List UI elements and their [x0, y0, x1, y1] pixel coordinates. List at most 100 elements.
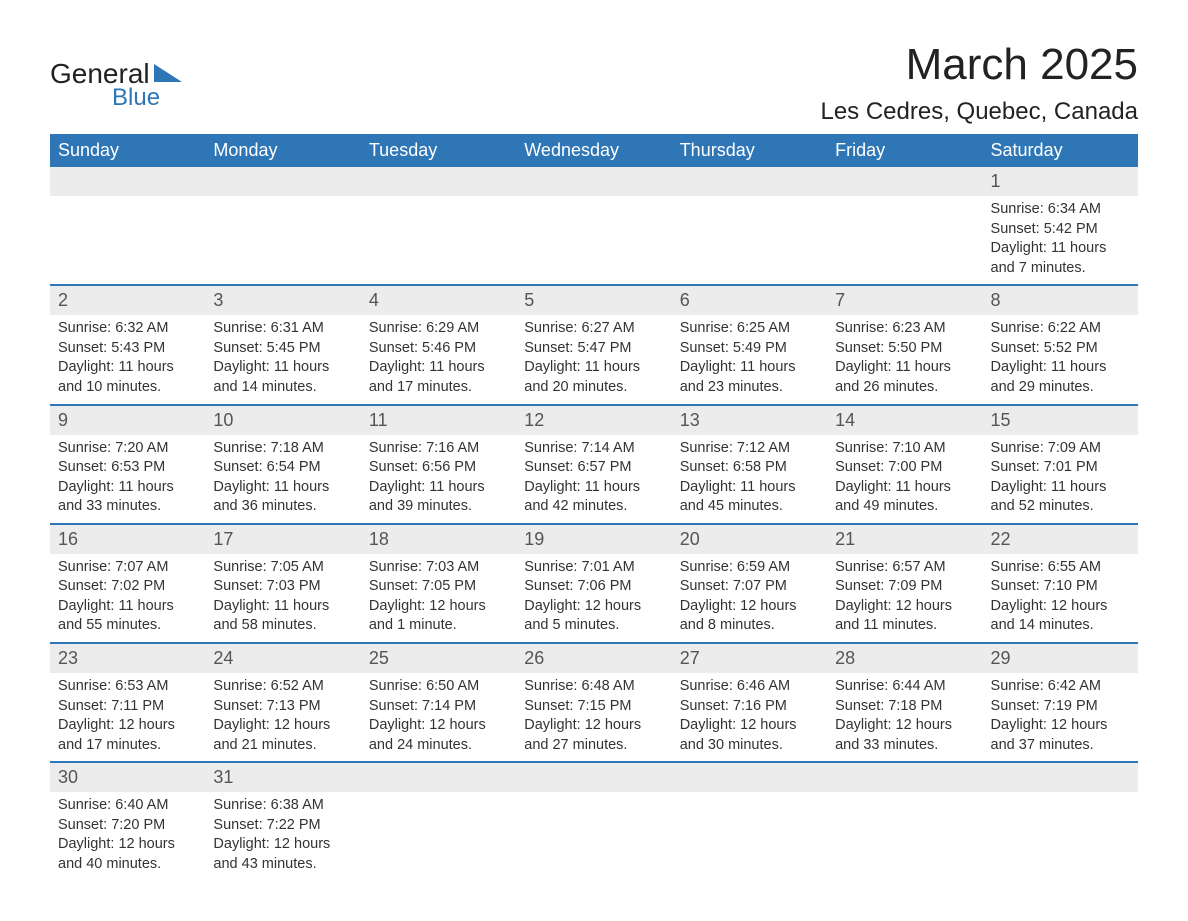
day-dl2: and 11 minutes. — [835, 616, 974, 636]
calendar-day-content-cell — [516, 792, 671, 880]
calendar-day-number-cell: 28 — [827, 643, 982, 673]
day-dl1: Daylight: 12 hours — [58, 835, 197, 855]
day-dl1: Daylight: 12 hours — [835, 716, 974, 736]
day-detail: Sunrise: 6:46 AMSunset: 7:16 PMDaylight:… — [672, 673, 827, 761]
day-sunset: Sunset: 6:53 PM — [58, 458, 197, 478]
week-content-row: Sunrise: 6:32 AMSunset: 5:43 PMDaylight:… — [50, 315, 1138, 404]
day-dl1: Daylight: 11 hours — [58, 358, 197, 378]
day-dl2: and 17 minutes. — [369, 378, 508, 398]
day-sunrise: Sunrise: 6:32 AM — [58, 319, 197, 339]
day-dl2: and 45 minutes. — [680, 497, 819, 517]
day-dl2: and 14 minutes. — [991, 616, 1130, 636]
day-header-wednesday: Wednesday — [516, 134, 671, 167]
calendar-day-number-cell: 26 — [516, 643, 671, 673]
day-sunset: Sunset: 5:47 PM — [524, 339, 663, 359]
day-dl2: and 26 minutes. — [835, 378, 974, 398]
calendar-day-number-cell — [827, 167, 982, 196]
day-dl1: Daylight: 11 hours — [369, 358, 508, 378]
day-header-sunday: Sunday — [50, 134, 205, 167]
day-dl1: Daylight: 12 hours — [835, 597, 974, 617]
day-sunrise: Sunrise: 6:31 AM — [213, 319, 352, 339]
calendar-day-content-cell: Sunrise: 6:27 AMSunset: 5:47 PMDaylight:… — [516, 315, 671, 404]
calendar-day-content-cell — [205, 196, 360, 285]
day-header-monday: Monday — [205, 134, 360, 167]
day-sunrise: Sunrise: 6:44 AM — [835, 677, 974, 697]
day-sunset: Sunset: 7:18 PM — [835, 697, 974, 717]
day-dl1: Daylight: 11 hours — [991, 478, 1130, 498]
location-text: Les Cedres, Quebec, Canada — [820, 98, 1138, 126]
day-dl2: and 5 minutes. — [524, 616, 663, 636]
day-sunset: Sunset: 7:02 PM — [58, 577, 197, 597]
calendar-day-number-cell: 6 — [672, 285, 827, 315]
day-sunrise: Sunrise: 6:52 AM — [213, 677, 352, 697]
calendar-day-number-cell: 15 — [983, 405, 1138, 435]
day-dl1: Daylight: 12 hours — [524, 716, 663, 736]
day-number: 24 — [205, 644, 360, 673]
calendar-day-content-cell: Sunrise: 6:38 AMSunset: 7:22 PMDaylight:… — [205, 792, 360, 880]
day-sunrise: Sunrise: 7:03 AM — [369, 558, 508, 578]
day-detail: Sunrise: 6:48 AMSunset: 7:15 PMDaylight:… — [516, 673, 671, 761]
day-dl2: and 39 minutes. — [369, 497, 508, 517]
day-dl1: Daylight: 12 hours — [369, 597, 508, 617]
day-header-thursday: Thursday — [672, 134, 827, 167]
day-dl1: Daylight: 12 hours — [213, 716, 352, 736]
day-dl2: and 37 minutes. — [991, 736, 1130, 756]
day-dl1: Daylight: 11 hours — [835, 478, 974, 498]
calendar-body: 1 Sunrise: 6:34 AMSunset: 5:42 PMDayligh… — [50, 167, 1138, 881]
day-dl2: and 33 minutes. — [835, 736, 974, 756]
calendar-day-number-cell — [50, 167, 205, 196]
day-detail: Sunrise: 6:42 AMSunset: 7:19 PMDaylight:… — [983, 673, 1138, 761]
day-dl2: and 36 minutes. — [213, 497, 352, 517]
day-detail: Sunrise: 6:50 AMSunset: 7:14 PMDaylight:… — [361, 673, 516, 761]
day-sunset: Sunset: 7:11 PM — [58, 697, 197, 717]
calendar-day-number-cell — [516, 762, 671, 792]
day-dl1: Daylight: 11 hours — [58, 597, 197, 617]
calendar-day-content-cell: Sunrise: 6:29 AMSunset: 5:46 PMDaylight:… — [361, 315, 516, 404]
day-dl2: and 20 minutes. — [524, 378, 663, 398]
calendar-day-number-cell: 9 — [50, 405, 205, 435]
day-dl1: Daylight: 11 hours — [991, 358, 1130, 378]
day-sunset: Sunset: 7:07 PM — [680, 577, 819, 597]
week-content-row: Sunrise: 6:53 AMSunset: 7:11 PMDaylight:… — [50, 673, 1138, 762]
calendar-day-number-cell: 2 — [50, 285, 205, 315]
calendar-day-number-cell: 11 — [361, 405, 516, 435]
day-dl2: and 21 minutes. — [213, 736, 352, 756]
calendar-day-number-cell: 12 — [516, 405, 671, 435]
calendar-day-content-cell: Sunrise: 7:20 AMSunset: 6:53 PMDaylight:… — [50, 435, 205, 524]
day-number: 28 — [827, 644, 982, 673]
calendar-day-number-cell: 8 — [983, 285, 1138, 315]
day-detail: Sunrise: 7:20 AMSunset: 6:53 PMDaylight:… — [50, 435, 205, 523]
page-header: General Blue March 2025 Les Cedres, Queb… — [50, 40, 1138, 126]
day-number: 22 — [983, 525, 1138, 554]
day-number: 8 — [983, 286, 1138, 315]
calendar-day-number-cell — [361, 762, 516, 792]
day-sunset: Sunset: 7:01 PM — [991, 458, 1130, 478]
calendar-day-content-cell: Sunrise: 7:07 AMSunset: 7:02 PMDaylight:… — [50, 554, 205, 643]
day-sunrise: Sunrise: 7:07 AM — [58, 558, 197, 578]
calendar-day-number-cell: 23 — [50, 643, 205, 673]
day-detail: Sunrise: 6:52 AMSunset: 7:13 PMDaylight:… — [205, 673, 360, 761]
calendar-day-content-cell — [361, 196, 516, 285]
day-detail: Sunrise: 7:12 AMSunset: 6:58 PMDaylight:… — [672, 435, 827, 523]
calendar-day-number-cell: 29 — [983, 643, 1138, 673]
calendar-day-number-cell: 14 — [827, 405, 982, 435]
day-detail: Sunrise: 6:29 AMSunset: 5:46 PMDaylight:… — [361, 315, 516, 403]
calendar-day-number-cell: 22 — [983, 524, 1138, 554]
calendar-day-content-cell: Sunrise: 6:25 AMSunset: 5:49 PMDaylight:… — [672, 315, 827, 404]
logo-triangle-icon — [154, 64, 182, 82]
day-number: 19 — [516, 525, 671, 554]
calendar-day-content-cell: Sunrise: 6:53 AMSunset: 7:11 PMDaylight:… — [50, 673, 205, 762]
calendar-day-number-cell — [205, 167, 360, 196]
week-daynum-row: 9101112131415 — [50, 405, 1138, 435]
day-detail: Sunrise: 7:07 AMSunset: 7:02 PMDaylight:… — [50, 554, 205, 642]
calendar-day-content-cell: Sunrise: 6:48 AMSunset: 7:15 PMDaylight:… — [516, 673, 671, 762]
calendar-day-content-cell — [827, 792, 982, 880]
calendar-day-content-cell: Sunrise: 7:03 AMSunset: 7:05 PMDaylight:… — [361, 554, 516, 643]
day-dl1: Daylight: 11 hours — [213, 478, 352, 498]
calendar-day-content-cell: Sunrise: 6:52 AMSunset: 7:13 PMDaylight:… — [205, 673, 360, 762]
day-sunrise: Sunrise: 7:10 AM — [835, 439, 974, 459]
calendar-day-content-cell — [361, 792, 516, 880]
day-dl2: and 29 minutes. — [991, 378, 1130, 398]
day-dl1: Daylight: 11 hours — [213, 358, 352, 378]
day-sunrise: Sunrise: 6:25 AM — [680, 319, 819, 339]
